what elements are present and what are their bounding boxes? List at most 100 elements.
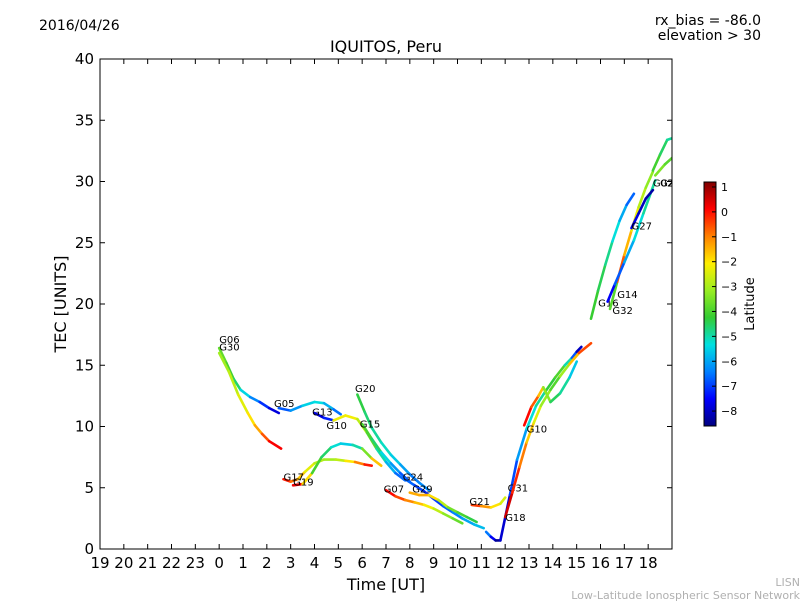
satellite-label: G19 bbox=[293, 477, 313, 488]
track-segment bbox=[332, 408, 343, 416]
colorbar-tick-label: −8 bbox=[721, 405, 737, 418]
track-segment bbox=[703, 128, 713, 137]
track-segment bbox=[489, 502, 502, 509]
track-segment bbox=[532, 404, 543, 425]
track-segment bbox=[239, 388, 252, 399]
series-g20-4: G20 bbox=[355, 384, 431, 492]
track-segment bbox=[248, 395, 262, 404]
track-segment bbox=[246, 411, 257, 427]
y-tick-label: 0 bbox=[84, 540, 94, 558]
track-segment bbox=[541, 385, 552, 404]
track-segment bbox=[267, 406, 281, 415]
colorbar-tick-label: −2 bbox=[721, 256, 737, 269]
track-segment bbox=[320, 445, 333, 459]
track-segment bbox=[370, 426, 383, 444]
satellite-label: G20 bbox=[355, 384, 375, 395]
x-tick-label: 0 bbox=[214, 554, 224, 572]
y-axis-label: TEC [UNITS] bbox=[51, 256, 70, 354]
colorbar-tick-label: −7 bbox=[721, 380, 737, 393]
x-tick-label: 20 bbox=[114, 554, 133, 572]
satellite-label: G05 bbox=[274, 399, 294, 410]
series-g31-13: G31 bbox=[484, 345, 583, 542]
satellite-label: G21 bbox=[469, 497, 489, 508]
track-segment bbox=[632, 212, 645, 242]
x-tick-label: 1 bbox=[238, 554, 248, 572]
colorbar: 1 0 −1 −2 −3 −4 −5 −6 −7 −8 Latitude bbox=[703, 181, 758, 427]
track-segment bbox=[568, 351, 581, 366]
y-tick-label: 35 bbox=[75, 111, 94, 129]
elevation-label: elevation > 30 bbox=[657, 28, 761, 44]
track-segment bbox=[267, 439, 283, 450]
x-tick-label: 22 bbox=[162, 554, 181, 572]
track-segment bbox=[344, 414, 359, 421]
x-tick-label: 16 bbox=[591, 554, 610, 572]
x-axis: 19 20 21 22 23 0 1 2 3 4 5 6 7 8 9 10 11 12 13 14 15 16 17 18 bbox=[90, 59, 658, 572]
track-segment bbox=[563, 356, 574, 367]
x-tick-label: 6 bbox=[357, 554, 367, 572]
x-tick-label: 14 bbox=[543, 554, 562, 572]
track-segment bbox=[537, 385, 545, 398]
track-segment bbox=[549, 392, 562, 404]
series-g16-16: G16 bbox=[589, 192, 636, 321]
footer-network: Low-Latitude Ionospheric Sensor Network bbox=[571, 589, 800, 602]
track-segment bbox=[503, 491, 514, 519]
track-segment bbox=[394, 494, 407, 502]
track-segment bbox=[451, 517, 464, 525]
track-segment bbox=[644, 188, 655, 200]
track-segment bbox=[291, 482, 304, 487]
track-segment bbox=[379, 441, 393, 457]
track-segment bbox=[522, 405, 533, 427]
colorbar-tick-label: −6 bbox=[721, 355, 737, 368]
track-segment bbox=[568, 360, 579, 379]
track-segment bbox=[334, 458, 347, 463]
track-segment bbox=[575, 345, 583, 354]
series-g05-2: G05 bbox=[274, 399, 343, 416]
chart-title: IQUITOS, Peru bbox=[330, 37, 442, 56]
track-segment bbox=[277, 406, 293, 412]
track-segment bbox=[384, 460, 397, 475]
x-tick-label: 10 bbox=[448, 554, 467, 572]
track-segment bbox=[303, 461, 316, 474]
series-g07-10: G07 bbox=[384, 485, 464, 525]
track-segment bbox=[296, 470, 307, 481]
y-tick-label: 5 bbox=[84, 479, 94, 497]
satellite-label: G10 bbox=[326, 421, 346, 432]
track-segment bbox=[679, 158, 689, 169]
satellite-label: G17 bbox=[284, 472, 304, 483]
y-tick-label: 10 bbox=[75, 418, 94, 436]
track-segment bbox=[356, 393, 366, 414]
x-tick-label: 9 bbox=[429, 554, 439, 572]
track-segment bbox=[549, 374, 562, 392]
x-tick-label: 13 bbox=[519, 554, 538, 572]
track-segment bbox=[413, 483, 426, 493]
track-segment bbox=[394, 471, 407, 482]
track-segment bbox=[460, 517, 476, 526]
satellite-label: G15 bbox=[360, 420, 380, 431]
track-segment bbox=[722, 104, 732, 116]
track-segment bbox=[525, 404, 538, 431]
track-segment bbox=[693, 163, 703, 177]
track-segment bbox=[384, 488, 397, 498]
colorbar-gradient bbox=[703, 181, 717, 427]
track-segment bbox=[227, 370, 240, 396]
y-tick-label: 40 bbox=[75, 50, 94, 68]
track-segment bbox=[732, 195, 742, 204]
track-segment bbox=[408, 491, 421, 497]
track-segment bbox=[403, 477, 416, 487]
track-segment bbox=[437, 498, 450, 509]
track-segment bbox=[703, 166, 713, 178]
satellite-label: G07 bbox=[384, 485, 404, 496]
series-g18-14: G18 bbox=[503, 341, 593, 524]
x-tick-label: 5 bbox=[334, 554, 344, 572]
track-segment bbox=[625, 192, 636, 207]
x-axis-label: Time [UT] bbox=[346, 575, 425, 594]
x-tick-label: 11 bbox=[472, 554, 491, 572]
track-segment bbox=[370, 457, 383, 468]
x-tick-label: 8 bbox=[405, 554, 415, 572]
series-g02-20: G02 bbox=[651, 136, 703, 189]
track-segment bbox=[217, 351, 230, 373]
y-tick-label: 30 bbox=[75, 173, 94, 191]
track-segment bbox=[499, 496, 507, 506]
track-segment bbox=[608, 280, 619, 311]
